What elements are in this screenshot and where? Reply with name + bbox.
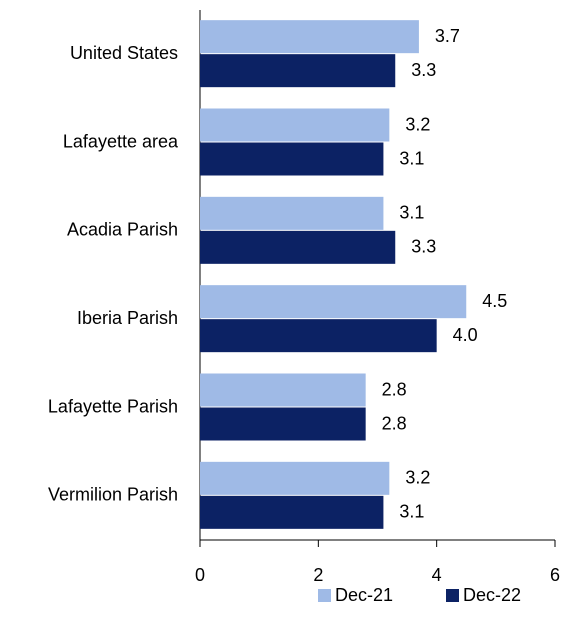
bar [200,407,366,441]
bar [200,373,366,407]
data-label: 2.8 [382,413,407,433]
y-tick-label: Lafayette area [63,131,179,151]
legend-label: Dec-21 [335,585,393,605]
bar [200,461,390,495]
data-label: 3.1 [399,502,424,522]
bar [200,54,396,88]
data-label: 3.1 [399,203,424,223]
bar [200,285,467,319]
y-tick-label: Acadia Parish [67,220,178,240]
y-tick-label: Iberia Parish [77,308,178,328]
x-tick-label: 4 [432,565,442,585]
legend-swatch [446,589,459,602]
data-label: 3.2 [405,468,430,488]
data-label: 3.7 [435,26,460,46]
bar [200,20,419,54]
data-label: 3.2 [405,114,430,134]
y-tick-label: Lafayette Parish [48,396,178,416]
y-tick-label: United States [70,43,178,63]
data-label: 3.3 [411,237,436,257]
x-tick-label: 0 [195,565,205,585]
y-tick-label: Vermilion Parish [48,485,178,505]
bar [200,495,384,529]
legend-swatch [318,589,331,602]
data-label: 4.0 [453,325,478,345]
data-label: 4.5 [482,291,507,311]
bar [200,319,437,353]
data-label: 2.8 [382,379,407,399]
bar [200,142,384,176]
bar [200,196,384,230]
x-tick-label: 2 [313,565,323,585]
legend-label: Dec-22 [463,585,521,605]
bar [200,108,390,142]
data-label: 3.1 [399,148,424,168]
x-tick-label: 6 [550,565,560,585]
bar [200,230,396,264]
data-label: 3.3 [411,60,436,80]
